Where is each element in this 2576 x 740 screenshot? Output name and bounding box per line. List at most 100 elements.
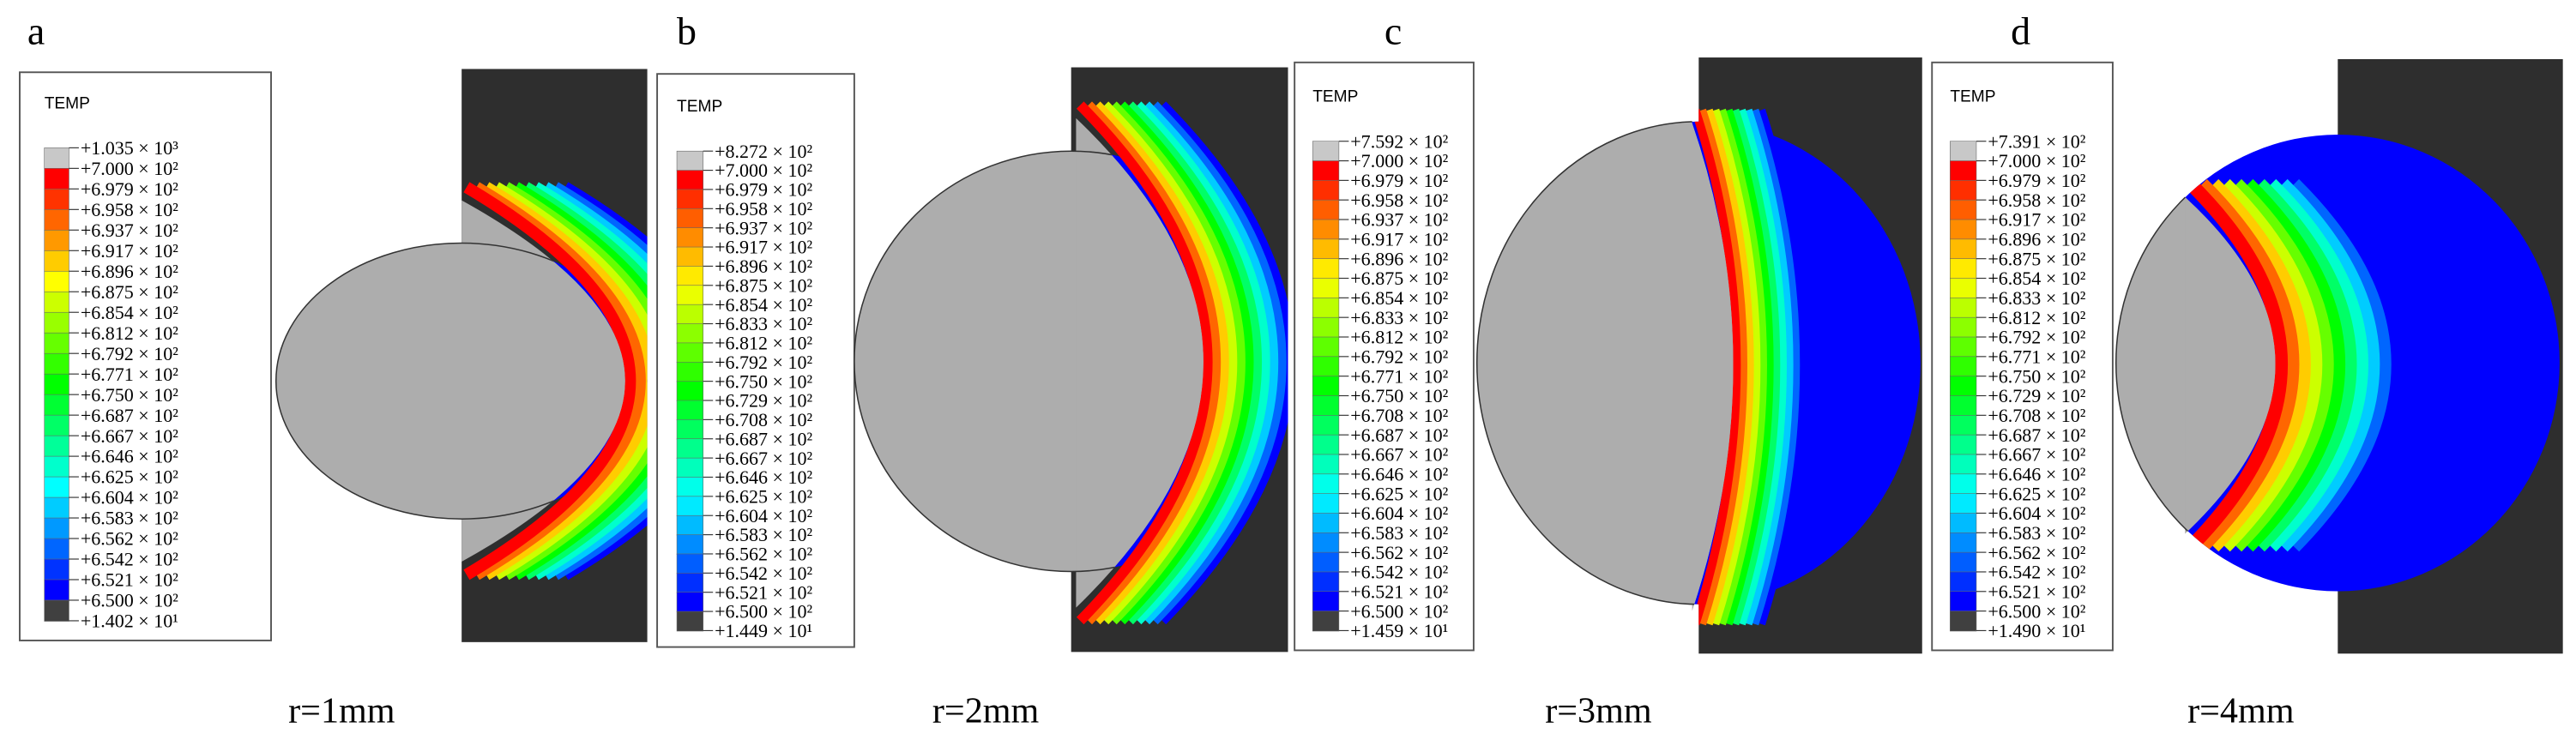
- heat-band: [1084, 101, 1222, 625]
- legend-entry: +6.875 × 10²: [715, 274, 812, 296]
- legend-entry: +1.490 × 10¹: [1988, 620, 2085, 641]
- legend-entry: +6.542 × 10²: [1350, 562, 1448, 583]
- legend-entry: +6.792 × 10²: [1988, 327, 2085, 348]
- legend-swatch: [1312, 454, 1340, 475]
- legend-entry: +6.729 × 10²: [715, 390, 812, 412]
- legend-entry: +6.562 × 10²: [715, 544, 812, 565]
- legend-swatch: [44, 435, 69, 457]
- heat-band: [463, 182, 636, 581]
- legend-entry: +7.391 × 10²: [1988, 130, 2085, 152]
- legend-entry: +6.896 × 10²: [81, 261, 178, 282]
- heat-band: [1724, 108, 1774, 626]
- panel: c r=3mm TEMP +7.592 × 10²+7.000 × 10²+6.979…: [1294, 9, 1922, 731]
- legend-entry: +6.500 × 10²: [1350, 600, 1448, 622]
- legend-entry: +6.937 × 10²: [715, 217, 812, 238]
- legend-entry: +6.646 × 10²: [715, 466, 812, 488]
- legend-entry: +6.958 × 10²: [1988, 190, 2085, 211]
- heat-band: [2220, 178, 2323, 552]
- legend-entry: +6.667 × 10²: [715, 448, 812, 469]
- legend-title: TEMP: [677, 98, 722, 116]
- legend-entry: +6.875 × 10²: [1350, 268, 1448, 289]
- caption: r=3mm: [1545, 691, 1652, 731]
- legend-swatch: [44, 250, 69, 273]
- legend-swatch: [1312, 513, 1340, 534]
- legend-entry: +7.592 × 10²: [1350, 130, 1448, 152]
- legend-swatch: [44, 414, 69, 436]
- legend-swatch: [676, 438, 703, 459]
- legend-swatch: [676, 323, 703, 344]
- legend-entry: +6.646 × 10²: [1988, 463, 2085, 484]
- heat-band: [1730, 108, 1781, 626]
- legend-entry: +6.771 × 10²: [1988, 346, 2085, 367]
- legend-entry: +6.542 × 10²: [81, 549, 178, 570]
- legend-entry: +6.917 × 10²: [81, 240, 178, 262]
- legend-entry: +6.750 × 10²: [81, 384, 178, 406]
- heat-band: [1101, 101, 1238, 625]
- legend-swatch: [1312, 199, 1340, 220]
- heat-bands: [1691, 108, 1807, 626]
- legend-entry: +6.917 × 10²: [1988, 209, 2085, 231]
- heat-band: [1134, 101, 1270, 625]
- legend-entry: +6.604 × 10²: [1350, 502, 1448, 524]
- legend-swatch: [676, 150, 703, 171]
- outline: [274, 242, 625, 520]
- legend-swatch: [1312, 298, 1340, 319]
- legend-swatch: [1312, 141, 1340, 162]
- legend-swatch: [1312, 316, 1340, 338]
- legend-swatch: [676, 419, 703, 440]
- heat-band: [562, 182, 648, 581]
- legend-swatch: [676, 381, 703, 401]
- legend-entry: +8.272 × 10²: [715, 141, 812, 162]
- heat-band: [2254, 178, 2357, 552]
- legend-entry: +6.687 × 10²: [715, 428, 812, 449]
- legend-entry: +6.500 × 10²: [715, 601, 812, 623]
- heat-band: [1750, 108, 1801, 626]
- legend-entry: +6.646 × 10²: [81, 446, 178, 467]
- legend-swatch: [1950, 473, 1977, 495]
- legend-swatch: [676, 457, 703, 478]
- legend-swatch: [676, 400, 703, 421]
- legend-entry: +7.000 × 10²: [1350, 150, 1448, 171]
- legend-swatch: [1312, 395, 1340, 417]
- heat-band: [1717, 108, 1767, 626]
- heat-band: [2289, 178, 2392, 552]
- legend-entry: +1.449 × 10¹: [715, 620, 812, 641]
- legend-entry: +7.000 × 10²: [715, 159, 812, 181]
- legend-entry: +6.500 × 10²: [81, 590, 178, 611]
- legend-entry: +6.542 × 10²: [715, 563, 812, 584]
- heat-band: [1117, 101, 1254, 625]
- legend-swatch: [1312, 278, 1340, 299]
- legend-swatch: [1950, 199, 1977, 220]
- heat-band: [473, 182, 646, 581]
- heat-band: [1704, 108, 1754, 626]
- heat-band: [2243, 178, 2346, 552]
- legend-entry: +6.833 × 10²: [1350, 307, 1448, 328]
- legend-swatch: [676, 304, 703, 325]
- legend-entry: +6.521 × 10²: [715, 581, 812, 603]
- legend-swatch: [1950, 571, 1977, 593]
- legend-swatch: [676, 170, 703, 190]
- legend-swatch: [1312, 336, 1340, 358]
- legend-swatch: [1950, 532, 1977, 553]
- legend-swatch: [676, 477, 703, 497]
- legend-swatch: [1950, 336, 1977, 358]
- base-metal: [462, 200, 625, 563]
- base-metal: [2185, 196, 2276, 534]
- legend-swatch: [676, 208, 703, 229]
- legend-entry: +6.875 × 10²: [1988, 248, 2085, 269]
- legend-entry: +6.750 × 10²: [715, 370, 812, 392]
- legend-entry: +6.792 × 10²: [81, 343, 178, 364]
- legend-entry: +6.521 × 10²: [1350, 581, 1448, 602]
- legend-swatch: [676, 285, 703, 306]
- legend-entry: +6.646 × 10²: [1350, 463, 1448, 484]
- legend-swatch: [1312, 180, 1340, 202]
- legend-entry: +6.896 × 10²: [1350, 248, 1448, 269]
- legend-entry: +6.521 × 10²: [81, 569, 178, 591]
- heat-band: [1142, 101, 1279, 625]
- legend-swatch: [1950, 454, 1977, 475]
- base-metal: [1076, 117, 1204, 608]
- legend-swatch: [1312, 238, 1340, 260]
- legend-swatch: [44, 291, 69, 314]
- heat-band: [1698, 108, 1747, 626]
